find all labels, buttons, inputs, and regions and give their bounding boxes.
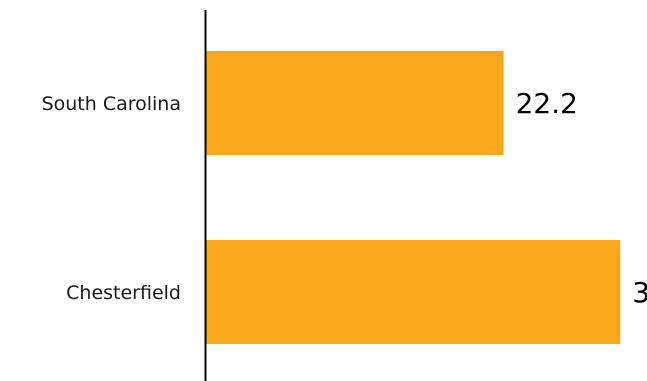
value-label-chesterfield: 30.9 xyxy=(632,276,647,309)
bar-south-carolina xyxy=(206,51,504,155)
category-label-chesterfield: Chesterfield xyxy=(66,282,181,304)
value-label-south-carolina: 22.2 xyxy=(516,87,578,120)
category-labels-layer: South Carolina Chesterfield xyxy=(42,93,181,304)
bars-layer xyxy=(206,51,621,344)
value-labels-layer: 22.2 30.9 xyxy=(516,87,647,309)
bar-chesterfield xyxy=(206,240,621,344)
category-label-south-carolina: South Carolina xyxy=(42,93,181,115)
